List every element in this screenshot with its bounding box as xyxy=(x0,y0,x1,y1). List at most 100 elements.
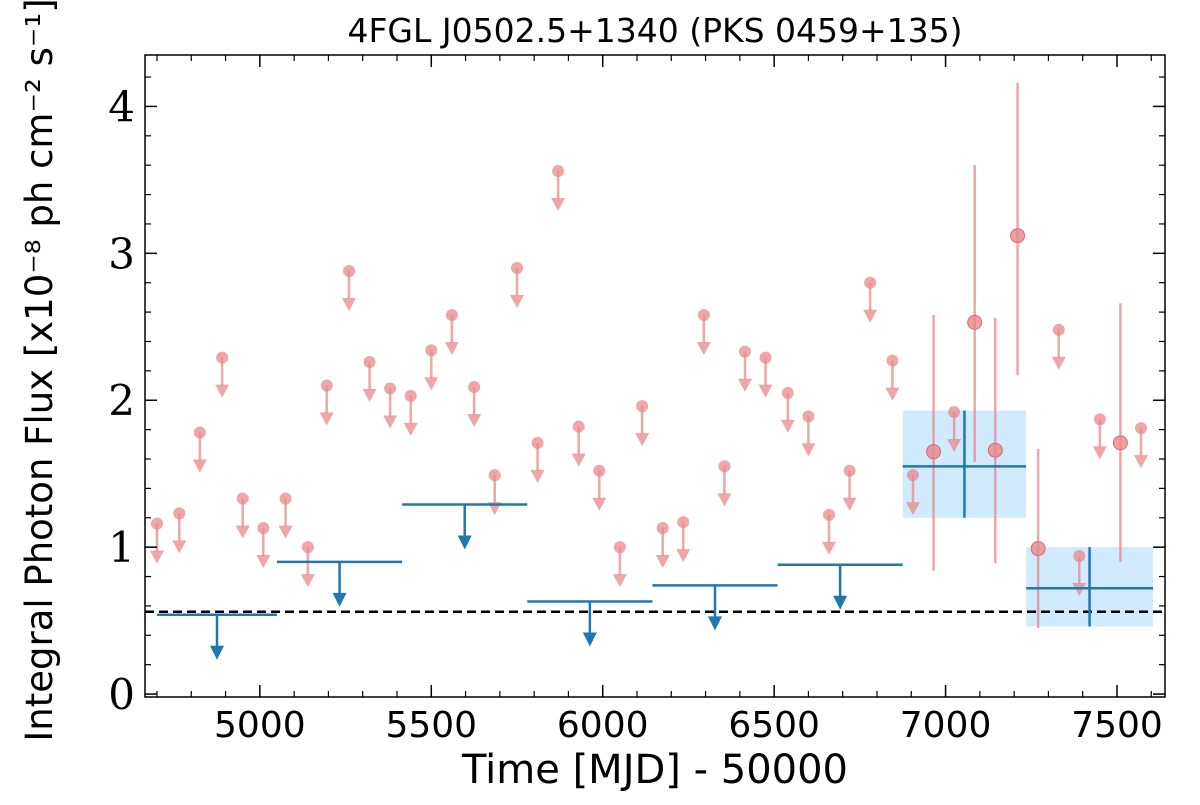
monthly-upper-limit-arrowhead xyxy=(444,342,459,356)
monthly-upper-limit xyxy=(256,522,271,569)
yearly-upper-limit xyxy=(157,613,277,660)
monthly-upper-limit-arrowhead xyxy=(612,574,627,588)
monthly-upper-limit xyxy=(487,469,502,516)
x-tick-label: 5500 xyxy=(385,705,477,746)
yearly-upper-limit-arrowhead xyxy=(332,592,347,607)
monthly-upper-limit xyxy=(342,264,356,311)
monthly-upper-limit-arrowhead xyxy=(319,412,334,426)
yearly-upper-limit-arrowhead xyxy=(582,632,597,647)
monthly-upper-limit xyxy=(571,420,586,467)
monthly-upper-limit-arrowhead xyxy=(822,541,836,555)
plot-frame xyxy=(144,54,1166,698)
monthly-upper-limit-arrowhead xyxy=(1092,446,1107,460)
monthly-upper-limit xyxy=(612,541,627,588)
monthly-upper-limit xyxy=(300,541,315,588)
monthly-upper-limit xyxy=(510,262,524,309)
yearly-upper-limit xyxy=(777,563,903,610)
monthly-upper-limit xyxy=(235,492,250,539)
monthly-upper-limit-arrowhead xyxy=(424,377,439,391)
monthly-upper-limit-arrowhead xyxy=(342,297,356,311)
monthly-upper-limit xyxy=(822,508,836,555)
monthly-upper-limit xyxy=(738,345,752,392)
monthly-upper-limit-arrowhead xyxy=(256,555,271,569)
monthly-upper-limit xyxy=(444,309,459,356)
monthly-upper-limit xyxy=(362,356,377,403)
x-axis-label: Time [MJD] - 50000 xyxy=(461,747,848,793)
monthly-upper-limit-arrowhead xyxy=(863,309,878,323)
yearly-detection xyxy=(902,410,1027,518)
monthly-upper-limit-arrowhead xyxy=(510,295,524,309)
y-tick-label: 0 xyxy=(108,670,135,719)
monthly-upper-limit-arrowhead xyxy=(530,469,545,483)
y-tick-label: 3 xyxy=(108,229,135,278)
monthly-upper-limit-arrowhead xyxy=(717,493,732,507)
monthly-detection-point xyxy=(1010,228,1026,244)
monthly-upper-limit xyxy=(192,426,207,473)
monthly-upper-limit xyxy=(278,492,293,539)
yearly-upper-limit xyxy=(277,560,403,607)
x-tick-label: 6000 xyxy=(557,705,649,746)
monthly-detection-point xyxy=(1030,541,1046,557)
y-axis-label: Integral Photon Flux [x10⁻⁸ ph cm⁻² s⁻¹] xyxy=(18,0,61,742)
monthly-upper-limit xyxy=(717,460,732,507)
monthly-upper-limit xyxy=(780,386,795,433)
monthly-upper-limit xyxy=(801,410,816,457)
monthly-upper-limit xyxy=(676,516,691,563)
monthly-upper-limit-arrowhead xyxy=(592,497,607,511)
monthly-upper-limit xyxy=(1092,413,1107,460)
monthly-upper-limit xyxy=(215,351,230,398)
yearly-upper-limit-arrowhead xyxy=(457,535,472,550)
y-tick-label: 1 xyxy=(108,523,135,572)
monthly-upper-limit-arrowhead xyxy=(192,459,207,473)
yearly-upper-limit-arrowhead xyxy=(833,595,848,610)
monthly-upper-limit xyxy=(383,382,398,429)
yearly-upper-limit xyxy=(402,503,528,550)
monthly-upper-limit-arrowhead xyxy=(383,415,398,429)
monthly-upper-limit-arrowhead xyxy=(696,342,711,356)
monthly-upper-limit-arrowhead xyxy=(842,497,857,511)
monthly-upper-limit-arrowhead xyxy=(362,389,377,403)
monthly-upper-limit xyxy=(150,517,164,564)
monthly-upper-limit-arrowhead xyxy=(551,198,566,212)
monthly-detection-point xyxy=(967,314,983,330)
monthly-upper-limit-arrowhead xyxy=(947,438,962,452)
x-tick-label: 7000 xyxy=(900,705,992,746)
monthly-upper-limit xyxy=(947,405,962,452)
monthly-upper-limit xyxy=(906,469,920,516)
monthly-upper-limit xyxy=(655,522,670,569)
monthly-detection xyxy=(1030,448,1046,628)
monthly-detection xyxy=(967,165,983,462)
monthly-detection-point xyxy=(926,444,942,460)
monthly-detection-point xyxy=(987,442,1003,458)
monthly-upper-limit xyxy=(592,464,607,511)
monthly-upper-limit xyxy=(885,354,900,401)
monthly-upper-limit-arrowhead xyxy=(780,419,795,433)
monthly-upper-limit xyxy=(863,276,878,323)
monthly-detection xyxy=(926,315,942,571)
monthly-upper-limit-arrowhead xyxy=(738,378,752,392)
monthly-upper-limit xyxy=(1072,549,1087,596)
yearly-detection xyxy=(1026,547,1153,627)
monthly-upper-limit xyxy=(842,464,857,511)
monthly-upper-limit xyxy=(467,381,482,428)
monthly-upper-limit-arrowhead xyxy=(655,555,670,569)
yearly-upper-limit-arrowhead xyxy=(708,616,722,631)
monthly-detection xyxy=(1112,303,1128,562)
monthly-upper-limit xyxy=(696,309,711,356)
monthly-upper-limit-arrowhead xyxy=(300,574,315,588)
monthly-upper-limit-arrowhead xyxy=(278,525,293,539)
x-tick-label: 5000 xyxy=(214,705,306,746)
monthly-upper-limit-arrowhead xyxy=(801,443,816,457)
monthly-upper-limit xyxy=(530,436,545,483)
monthly-upper-limit xyxy=(1051,323,1066,370)
monthly-detection-point xyxy=(1112,435,1128,451)
monthly-upper-limit xyxy=(635,400,650,447)
monthly-series xyxy=(150,82,1148,628)
yearly-series xyxy=(157,410,1153,660)
axes-group: 5000 5500 6000 6500 7000 7500 0 1 2 3 4 xyxy=(108,54,1166,746)
monthly-upper-limit-arrowhead xyxy=(235,525,250,539)
monthly-upper-limit-arrowhead xyxy=(635,433,650,447)
monthly-upper-limit-arrowhead xyxy=(172,540,187,554)
